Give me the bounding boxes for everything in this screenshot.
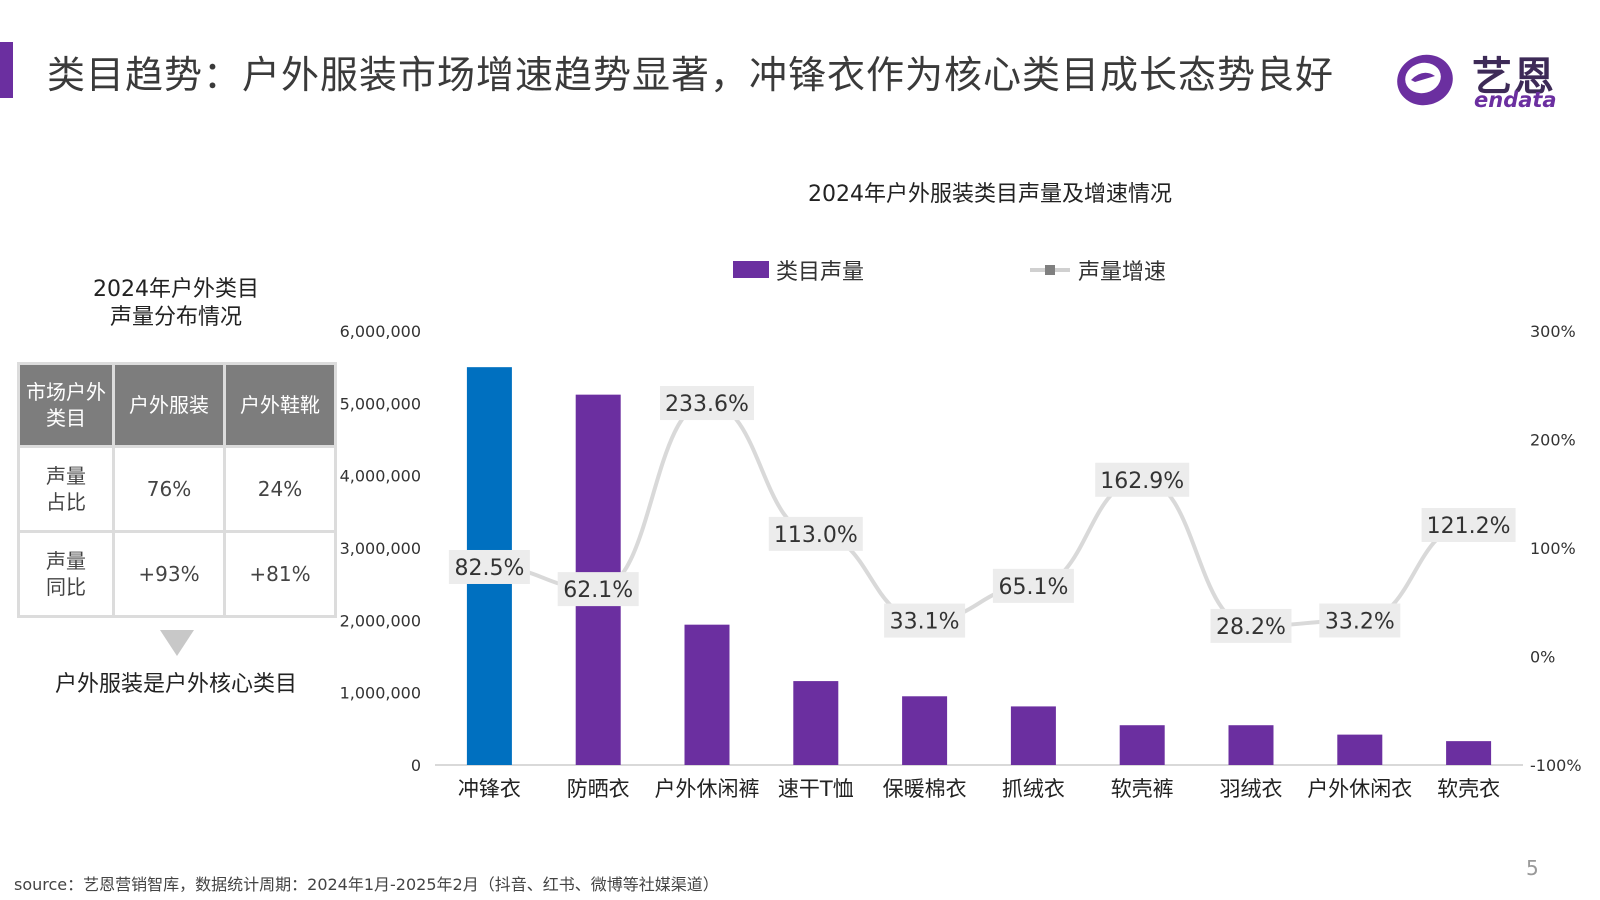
table-row-label: 声量同比 bbox=[17, 530, 115, 618]
data-label: 62.1% bbox=[563, 578, 633, 603]
y-right-tick-label: -100% bbox=[1530, 756, 1582, 775]
data-label-box bbox=[768, 516, 863, 551]
x-tick-label: 速干T恤 bbox=[778, 777, 854, 801]
data-label: 82.5% bbox=[454, 556, 524, 581]
y-right-tick-label: 300% bbox=[1530, 322, 1576, 341]
legend-bar-swatch bbox=[733, 261, 769, 278]
table-cell: +81% bbox=[223, 530, 337, 618]
y-right-tick-label: 200% bbox=[1530, 431, 1576, 450]
data-label: 65.1% bbox=[998, 575, 1068, 600]
chart-title: 2024年户外服装类目声量及增速情况 bbox=[808, 182, 1172, 207]
x-tick-label: 户外休闲裤 bbox=[655, 777, 760, 801]
distribution-title-line1: 2024年户外类目 bbox=[93, 277, 259, 302]
table-row-label: 声量占比 bbox=[17, 445, 115, 533]
page-title: 类目趋势：户外服装市场增速趋势显著，冲锋衣作为核心类目成长态势良好 bbox=[47, 53, 1335, 97]
distribution-title-line2: 声量分布情况 bbox=[109, 305, 242, 330]
data-label-box bbox=[660, 386, 754, 421]
logo-english-text: endata bbox=[1474, 88, 1557, 112]
bar bbox=[1337, 734, 1383, 765]
table-header-cell: 市场户外类目 bbox=[17, 362, 115, 448]
title-accent-bar bbox=[0, 42, 13, 98]
table-cell: +93% bbox=[112, 530, 226, 618]
distribution-title: 2024年户外类目 声量分布情况 bbox=[16, 276, 336, 332]
data-label-box bbox=[1421, 507, 1516, 542]
y-left-tick-label: 0 bbox=[411, 756, 421, 775]
x-tick-label: 软壳裤 bbox=[1111, 777, 1174, 801]
x-tick-label: 冲锋衣 bbox=[458, 777, 521, 801]
y-right-tick-label: 0% bbox=[1530, 648, 1555, 667]
source-note: source：艺恩营销智库，数据统计周期：2024年1月-2025年2月（抖音、… bbox=[14, 875, 719, 894]
y-left-tick-label: 1,000,000 bbox=[340, 684, 421, 703]
x-tick-label: 防晒衣 bbox=[567, 777, 630, 801]
y-right-tick-label: 100% bbox=[1530, 539, 1576, 558]
bar bbox=[793, 681, 839, 765]
y-left-tick-label: 2,000,000 bbox=[340, 611, 421, 630]
data-label: 162.9% bbox=[1100, 469, 1184, 494]
table-cell: 24% bbox=[223, 445, 337, 533]
endata-logo-icon bbox=[1397, 54, 1453, 106]
y-left-tick-label: 4,000,000 bbox=[340, 467, 421, 486]
legend-bar-label: 类目声量 bbox=[776, 260, 865, 285]
data-label-box bbox=[884, 603, 966, 638]
y-left-tick-label: 6,000,000 bbox=[340, 322, 421, 341]
bar bbox=[1446, 741, 1492, 765]
data-label-box bbox=[1210, 608, 1292, 643]
x-tick-label: 软壳衣 bbox=[1437, 777, 1500, 801]
y-left-tick-label: 5,000,000 bbox=[340, 394, 421, 413]
data-label-box bbox=[1095, 462, 1190, 497]
page-number: 5 bbox=[1526, 856, 1539, 880]
logo-chinese-text: 艺恩 bbox=[1472, 54, 1556, 100]
bar bbox=[684, 624, 730, 765]
data-label: 233.6% bbox=[665, 392, 749, 417]
x-tick-label: 户外休闲衣 bbox=[1307, 777, 1412, 801]
data-label-box bbox=[1319, 603, 1401, 638]
x-tick-label: 抓绒衣 bbox=[1002, 777, 1065, 801]
data-label: 33.2% bbox=[1325, 609, 1395, 634]
down-arrow-icon bbox=[160, 630, 194, 656]
bar bbox=[1010, 706, 1056, 765]
x-tick-label: 羽绒衣 bbox=[1220, 777, 1283, 801]
table-header-cell: 户外服装 bbox=[112, 362, 226, 448]
legend-line-swatch bbox=[1030, 265, 1070, 275]
table-row: 声量同比 +93% +81% bbox=[17, 530, 337, 618]
data-label-box bbox=[992, 568, 1074, 603]
table-row: 声量占比 76% 24% bbox=[17, 445, 337, 533]
growth-line bbox=[489, 401, 1469, 628]
data-label-box bbox=[448, 549, 530, 584]
bar bbox=[1119, 725, 1165, 765]
data-label: 121.2% bbox=[1427, 514, 1511, 539]
data-label-box bbox=[557, 572, 639, 607]
legend-line-label: 声量增速 bbox=[1078, 260, 1167, 285]
data-label: 28.2% bbox=[1216, 615, 1286, 640]
bar bbox=[1228, 725, 1274, 765]
data-label: 33.1% bbox=[890, 610, 960, 635]
table-header-cell: 户外鞋靴 bbox=[223, 362, 337, 448]
table-cell: 76% bbox=[112, 445, 226, 533]
data-label: 113.0% bbox=[774, 523, 858, 548]
distribution-table: 市场户外类目 户外服装 户外鞋靴 声量占比 76% 24% 声量同比 +93% … bbox=[17, 362, 337, 618]
table-header-row: 市场户外类目 户外服装 户外鞋靴 bbox=[17, 362, 337, 448]
x-tick-label: 保暖棉衣 bbox=[883, 777, 967, 801]
y-left-tick-label: 3,000,000 bbox=[340, 539, 421, 558]
bar bbox=[902, 696, 948, 765]
conclusion-text: 户外服装是户外核心类目 bbox=[54, 672, 297, 697]
